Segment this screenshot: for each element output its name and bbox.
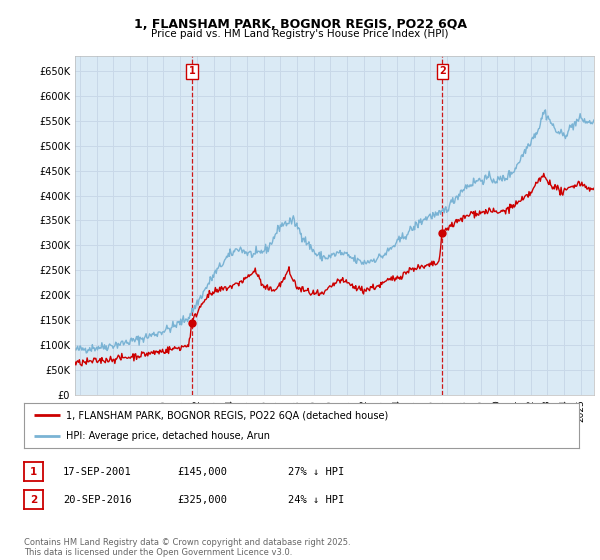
Text: Contains HM Land Registry data © Crown copyright and database right 2025.
This d: Contains HM Land Registry data © Crown c… bbox=[24, 538, 350, 557]
Text: 20-SEP-2016: 20-SEP-2016 bbox=[63, 494, 132, 505]
Text: 17-SEP-2001: 17-SEP-2001 bbox=[63, 466, 132, 477]
Text: 2: 2 bbox=[439, 66, 446, 76]
Text: £145,000: £145,000 bbox=[177, 466, 227, 477]
Text: Price paid vs. HM Land Registry's House Price Index (HPI): Price paid vs. HM Land Registry's House … bbox=[151, 29, 449, 39]
Text: 27% ↓ HPI: 27% ↓ HPI bbox=[288, 466, 344, 477]
Text: 1, FLANSHAM PARK, BOGNOR REGIS, PO22 6QA (detached house): 1, FLANSHAM PARK, BOGNOR REGIS, PO22 6QA… bbox=[65, 410, 388, 421]
Text: 1: 1 bbox=[30, 466, 37, 477]
Text: 24% ↓ HPI: 24% ↓ HPI bbox=[288, 494, 344, 505]
Text: HPI: Average price, detached house, Arun: HPI: Average price, detached house, Arun bbox=[65, 431, 269, 441]
Text: £325,000: £325,000 bbox=[177, 494, 227, 505]
Text: 1, FLANSHAM PARK, BOGNOR REGIS, PO22 6QA: 1, FLANSHAM PARK, BOGNOR REGIS, PO22 6QA bbox=[133, 18, 467, 31]
Text: 2: 2 bbox=[30, 494, 37, 505]
Text: 1: 1 bbox=[189, 66, 196, 76]
